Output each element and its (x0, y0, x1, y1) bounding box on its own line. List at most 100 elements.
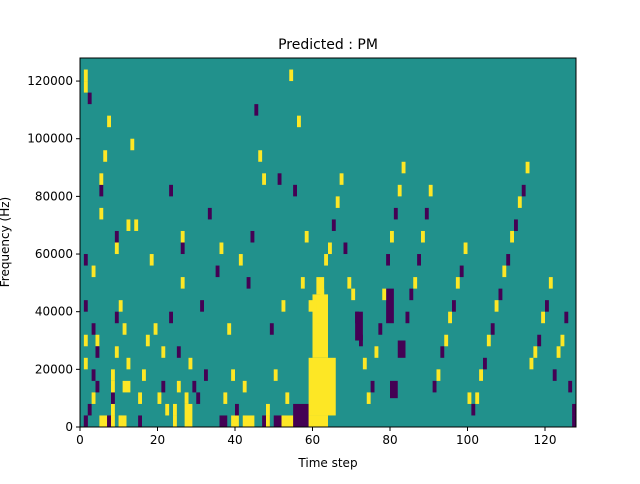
heatmap-region (308, 357, 336, 416)
heatmap-region (219, 415, 228, 427)
heatmap-cell (83, 334, 88, 347)
heatmap-cell (366, 392, 371, 404)
heatmap-cell (293, 184, 297, 197)
heatmap-cell (91, 369, 96, 381)
heatmap-cell (126, 380, 131, 393)
heatmap-cell (297, 115, 301, 128)
x-tick-label: 60 (305, 433, 320, 447)
heatmap-cell (277, 173, 282, 185)
heatmap-cell (324, 254, 328, 266)
heatmap-cell (525, 161, 530, 174)
x-tick-label: 120 (534, 433, 557, 447)
heatmap-cell (413, 277, 418, 289)
heatmap-cell (111, 392, 115, 404)
heatmap-cell (99, 207, 104, 220)
heatmap-cell (514, 219, 518, 231)
heatmap-cell (397, 184, 402, 197)
heatmap-region (281, 415, 297, 427)
heatmap-cell (235, 403, 239, 416)
heatmap-cell (180, 242, 185, 255)
heatmap-region (273, 415, 282, 427)
heatmap-cell (254, 104, 259, 116)
heatmap-cell (169, 184, 173, 197)
heatmap-cell (200, 300, 204, 312)
heatmap-cell (494, 300, 499, 312)
heatmap-cell (552, 369, 557, 381)
heatmap-region (316, 277, 325, 295)
y-axis: 0 20000 40000 60000 80000 100000 120000 (27, 74, 80, 434)
heatmap-region (572, 415, 576, 427)
heatmap-cell (448, 311, 452, 324)
heatmap-cell (564, 311, 569, 324)
heatmap-cell (378, 323, 383, 335)
heatmap-cell (436, 369, 441, 381)
heatmap-cell (169, 311, 173, 324)
heatmap-cell (537, 334, 542, 347)
heatmap-cell (235, 415, 239, 427)
heatmap-cell (231, 369, 235, 381)
heatmap-cell (262, 173, 266, 185)
heatmap-cell (529, 357, 534, 370)
heatmap-cell (111, 380, 115, 393)
heatmap-cell (471, 403, 476, 416)
heatmap-cell (300, 277, 305, 289)
heatmap-cell (386, 254, 390, 266)
heatmap-cell (390, 230, 394, 243)
heatmap-cell (440, 346, 445, 358)
heatmap-cell (452, 300, 456, 312)
heatmap-cell (114, 230, 119, 243)
heatmap-cell (560, 334, 565, 347)
heatmap-cell (91, 265, 96, 278)
heatmap-cell (83, 81, 88, 93)
heatmap-cell (118, 300, 123, 312)
heatmap-cell (502, 265, 507, 278)
chart-title: Predicted : PM (278, 37, 378, 53)
heatmap-cell (83, 415, 88, 427)
heatmap-cell (122, 380, 127, 393)
heatmap-cell (114, 242, 119, 255)
heatmap-cell (83, 69, 88, 82)
heatmap-cell (312, 334, 317, 347)
y-axis-label: Frequency (Hz) (0, 197, 12, 288)
x-tick-label: 0 (76, 433, 84, 447)
heatmap-cell (568, 380, 573, 393)
y-tick-label: 80000 (35, 189, 73, 203)
heatmap-cell (91, 323, 96, 335)
heatmap-cell (316, 300, 321, 312)
heatmap-cell (405, 311, 410, 324)
heatmap-region (184, 403, 193, 427)
heatmap-cell (95, 334, 100, 347)
plot-frame (79, 57, 577, 428)
heatmap-cell (227, 323, 232, 335)
heatmap-cell (95, 380, 100, 393)
y-tick-label: 0 (65, 420, 73, 434)
heatmap-cell (219, 242, 224, 255)
heatmap-cell (83, 300, 88, 312)
heatmap-region (231, 415, 235, 427)
heatmap-cell (308, 300, 313, 312)
heatmap-cell (134, 219, 139, 231)
heatmap-cell (250, 230, 255, 243)
heatmap-cell (289, 69, 294, 82)
heatmap-cell (475, 392, 480, 404)
heatmap-cell (444, 334, 449, 347)
heatmap-cell (510, 230, 514, 243)
heatmap-cell (114, 311, 119, 324)
heatmap-cell (343, 242, 348, 255)
heatmap-cell (157, 392, 162, 404)
heatmap-cell (401, 161, 406, 174)
heatmap-cell (173, 415, 177, 427)
heatmap-cell (87, 403, 92, 416)
heatmap-cell (339, 173, 344, 185)
heatmap-cell (517, 196, 522, 208)
y-tick-label: 120000 (27, 74, 73, 88)
heatmap-cell (273, 369, 278, 381)
heatmap-cell (328, 242, 332, 255)
heatmap-cell (506, 254, 511, 266)
heatmap-cell (486, 334, 491, 347)
x-axis: 0 20 40 60 80 100 120 (76, 427, 556, 447)
heatmap-cell (207, 207, 212, 220)
heatmap-cell (285, 392, 290, 404)
heatmap-cell (455, 277, 460, 289)
